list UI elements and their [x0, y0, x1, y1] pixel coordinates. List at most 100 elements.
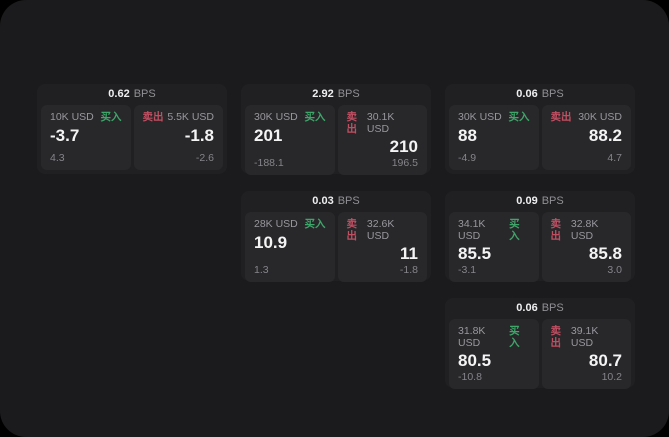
- sell-price: 88.2: [588, 125, 622, 145]
- card-header: 0.03 BPS: [241, 191, 431, 212]
- sell-side-label: 卖出: [550, 218, 562, 242]
- sell-change: 196.5: [391, 156, 418, 169]
- buy-price: -3.7: [50, 125, 80, 145]
- bps-unit-label: BPS: [541, 195, 564, 207]
- card-header: 0.62 BPS: [37, 84, 227, 105]
- sell-panel[interactable]: 卖出 32.8K USD 85.8 3.0: [541, 212, 631, 282]
- quote-card: 0.09 BPS 34.1K USD 买入 85.5 -3.1 卖出 32.8K…: [445, 191, 635, 282]
- sell-panel-top: 卖出 32.6K USD: [346, 218, 419, 242]
- buy-price: 201: [254, 125, 283, 145]
- bps-value: 0.03: [312, 195, 334, 207]
- buy-amount: 30K USD: [458, 111, 502, 123]
- sell-change: 3.0: [607, 263, 622, 276]
- sell-amount: 39.1K USD: [570, 325, 599, 349]
- buy-change: 1.3: [254, 263, 269, 276]
- sell-panel-top: 卖出 30K USD: [550, 111, 623, 124]
- buy-panel-top: 34.1K USD 买入: [458, 218, 530, 242]
- sell-change: 4.7: [607, 152, 622, 164]
- card-header: 0.06 BPS: [445, 298, 635, 319]
- buy-price: 85.5: [458, 244, 492, 264]
- card-body: 34.1K USD 买入 85.5 -3.1 卖出 32.8K USD 85.8…: [445, 212, 635, 286]
- quote-card: 0.62 BPS 10K USD 买入 -3.7 4.3 卖出 5.5K USD: [37, 84, 227, 174]
- buy-amount: 34.1K USD: [458, 218, 486, 242]
- sell-side-label: 卖出: [142, 111, 164, 123]
- buy-panel-top: 31.8K USD 买入: [458, 325, 530, 349]
- card-body: 30K USD 买入 88 -4.9 卖出 30K USD 88.2 4.7: [445, 105, 635, 174]
- buy-amount: 30K USD: [254, 111, 298, 123]
- sell-side-label: 卖出: [550, 111, 572, 123]
- sell-amount: 5.5K USD: [167, 111, 214, 123]
- card-body: 31.8K USD 买入 80.5 -10.8 卖出 39.1K USD 80.…: [445, 319, 635, 393]
- sell-price: -1.8: [184, 125, 214, 145]
- buy-change: 4.3: [50, 152, 65, 164]
- card-body: 30K USD 买入 201 -188.1 卖出 30.1K USD 210 1…: [241, 105, 431, 179]
- buy-panel[interactable]: 10K USD 买入 -3.7 4.3: [41, 105, 131, 170]
- buy-panel[interactable]: 31.8K USD 买入 80.5 -10.8: [449, 319, 539, 389]
- buy-amount: 10K USD: [50, 111, 94, 123]
- bps-unit-label: BPS: [541, 88, 564, 100]
- bps-unit-label: BPS: [337, 195, 360, 207]
- buy-side-label: 买入: [100, 111, 122, 123]
- card-header: 2.92 BPS: [241, 84, 431, 105]
- sell-panel[interactable]: 卖出 39.1K USD 80.7 10.2: [541, 319, 631, 389]
- buy-panel[interactable]: 28K USD 买入 10.9 1.3: [245, 212, 335, 282]
- buy-change: -10.8: [458, 370, 482, 383]
- sell-panel[interactable]: 卖出 30.1K USD 210 196.5: [337, 105, 427, 175]
- sell-price: 80.7: [588, 351, 622, 371]
- sell-amount: 32.8K USD: [570, 218, 599, 242]
- buy-panel[interactable]: 30K USD 买入 201 -188.1: [245, 105, 335, 175]
- sell-panel[interactable]: 卖出 5.5K USD -1.8 -2.6: [133, 105, 223, 170]
- buy-panel[interactable]: 30K USD 买入 88 -4.9: [449, 105, 539, 170]
- card-header: 0.06 BPS: [445, 84, 635, 105]
- sell-panel[interactable]: 卖出 30K USD 88.2 4.7: [541, 105, 631, 170]
- bps-unit-label: BPS: [133, 88, 156, 100]
- sell-side-label: 卖出: [346, 111, 358, 135]
- card-body: 10K USD 买入 -3.7 4.3 卖出 5.5K USD -1.8 -2.…: [37, 105, 227, 174]
- sell-price: 85.8: [588, 244, 622, 264]
- buy-amount: 28K USD: [254, 218, 298, 230]
- buy-change: -3.1: [458, 263, 477, 276]
- buy-panel-top: 10K USD 买入: [50, 111, 122, 124]
- card-header: 0.09 BPS: [445, 191, 635, 212]
- bps-value: 0.62: [108, 88, 130, 100]
- buy-panel-top: 30K USD 买入: [458, 111, 530, 124]
- sell-change: 10.2: [601, 370, 622, 383]
- quote-card: 0.03 BPS 28K USD 买入 10.9 1.3 卖出 32.6K US…: [241, 191, 431, 282]
- buy-amount: 31.8K USD: [458, 325, 486, 349]
- buy-panel-top: 28K USD 买入: [254, 218, 326, 231]
- bps-value: 2.92: [312, 88, 334, 100]
- sell-panel[interactable]: 卖出 32.6K USD 11 -1.8: [337, 212, 427, 282]
- buy-price: 10.9: [254, 232, 288, 252]
- sell-amount: 30.1K USD: [366, 111, 395, 135]
- quote-card: 0.06 BPS 30K USD 买入 88 -4.9 卖出 30K USD: [445, 84, 635, 174]
- bps-unit-label: BPS: [541, 302, 564, 314]
- buy-price: 88: [458, 125, 477, 145]
- sell-panel-top: 卖出 32.8K USD: [550, 218, 623, 242]
- quote-card: 0.06 BPS 31.8K USD 买入 80.5 -10.8 卖出 39.1…: [445, 298, 635, 389]
- sell-panel-top: 卖出 39.1K USD: [550, 325, 623, 349]
- buy-panel[interactable]: 34.1K USD 买入 85.5 -3.1: [449, 212, 539, 282]
- bps-unit-label: BPS: [337, 88, 360, 100]
- bps-value: 0.06: [516, 302, 538, 314]
- sell-price: 11: [400, 244, 418, 264]
- quote-card: 2.92 BPS 30K USD 买入 201 -188.1 卖出 30.1K …: [241, 84, 431, 175]
- buy-side-label: 买入: [508, 111, 530, 123]
- buy-side-label: 买入: [509, 218, 520, 242]
- sell-change: -1.8: [399, 263, 418, 276]
- buy-panel-top: 30K USD 买入: [254, 111, 326, 124]
- sell-panel-top: 卖出 30.1K USD: [346, 111, 419, 135]
- sell-change: -2.6: [195, 152, 214, 164]
- buy-change: -4.9: [458, 152, 477, 164]
- buy-side-label: 买入: [509, 325, 520, 349]
- sell-amount: 32.6K USD: [366, 218, 395, 242]
- buy-side-label: 买入: [304, 111, 326, 123]
- sell-side-label: 卖出: [346, 218, 358, 242]
- bps-value: 0.06: [516, 88, 538, 100]
- sell-price: 210: [389, 137, 418, 157]
- sell-amount: 30K USD: [578, 111, 622, 123]
- card-body: 28K USD 买入 10.9 1.3 卖出 32.6K USD 11 -1.8: [241, 212, 431, 286]
- buy-change: -188.1: [254, 156, 284, 169]
- sell-side-label: 卖出: [550, 325, 562, 349]
